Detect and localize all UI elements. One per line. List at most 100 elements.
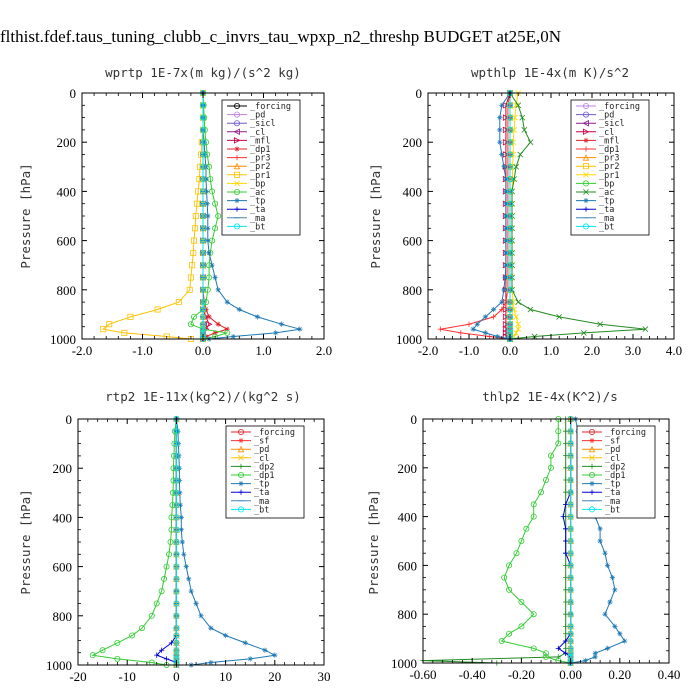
- data-point: [530, 501, 537, 508]
- data-point: [89, 652, 96, 659]
- legend-swatch-marker: [233, 171, 240, 178]
- data-point: [106, 321, 113, 328]
- data-point: [515, 102, 522, 109]
- data-point: [518, 538, 525, 545]
- data-point: [212, 330, 218, 336]
- data-point: [209, 262, 215, 268]
- legend-label: _pr2: [599, 162, 619, 172]
- data-point: [567, 452, 574, 459]
- data-point: [212, 200, 219, 207]
- data-point: [510, 299, 517, 305]
- legend-swatch-marker: [583, 180, 590, 187]
- data-point: [567, 464, 574, 471]
- data-point: [206, 314, 212, 320]
- data-point: [173, 652, 180, 659]
- data-point: [517, 151, 524, 158]
- data-point: [555, 645, 561, 651]
- data-point: [205, 225, 211, 231]
- data-point: [148, 612, 155, 619]
- data-point: [563, 599, 569, 605]
- legend-label: _ma: [599, 214, 614, 224]
- data-point: [543, 653, 550, 660]
- data-point: [199, 212, 206, 219]
- y-tick-label: 400: [57, 184, 77, 199]
- legend-label: _tp: [605, 480, 620, 490]
- data-point: [190, 249, 197, 256]
- x-tick-label: 1.0: [543, 343, 559, 358]
- data-point: [173, 440, 180, 447]
- data-point: [247, 656, 253, 662]
- data-point: [547, 452, 554, 459]
- data-point: [510, 139, 517, 146]
- data-point: [497, 115, 503, 121]
- data-point: [198, 613, 204, 619]
- legend-swatch-marker: [583, 189, 589, 195]
- series-line: [422, 419, 567, 664]
- data-point: [543, 476, 550, 483]
- data-point: [209, 188, 216, 195]
- panel-wprtp: wprtp 1E-7x(m kg)/(s^2 kg) Pressure [hPa…: [18, 65, 332, 358]
- data-point: [199, 188, 206, 195]
- data-point: [502, 325, 510, 333]
- plot-area: -2.0 -1.0 0.0 1.0 2.0 0 200 400 600 800 1000: [50, 86, 332, 358]
- legend-label: _pr2: [250, 162, 270, 172]
- data-point: [506, 126, 513, 133]
- legend-label: _dp1: [254, 471, 274, 481]
- data-point: [138, 625, 145, 632]
- data-point: [506, 630, 513, 637]
- data-point: [563, 477, 569, 483]
- x-tick-label: -20: [69, 669, 86, 684]
- data-point: [563, 631, 569, 637]
- y-tick-label: 800: [403, 283, 423, 298]
- series-line: [102, 93, 204, 340]
- legend-swatch-marker: [589, 428, 596, 435]
- legend-swatch-marker: [583, 206, 589, 212]
- data-point: [189, 262, 196, 269]
- data-point: [173, 428, 180, 435]
- data-point: [178, 514, 184, 520]
- data-point: [199, 200, 206, 207]
- data-point: [199, 286, 206, 293]
- data-point: [486, 333, 493, 340]
- data-point: [154, 652, 160, 658]
- legend-swatch-marker: [233, 162, 241, 170]
- legend-label: _pd: [250, 111, 265, 121]
- legend-box: [576, 425, 656, 519]
- data-point: [612, 623, 618, 629]
- data-point: [199, 262, 206, 269]
- data-point: [506, 212, 513, 219]
- data-point: [173, 539, 180, 546]
- legend-swatch-marker: [583, 198, 589, 204]
- figure-title: flthist.fdef.taus_tuning_clubb_c_invrs_t…: [0, 27, 561, 46]
- data-point: [567, 501, 574, 508]
- legend-swatch-marker: [589, 506, 596, 513]
- data-point: [236, 306, 242, 313]
- data-point: [203, 333, 209, 340]
- data-point: [567, 428, 574, 435]
- data-point: [192, 225, 199, 232]
- legend-label: _ma: [605, 497, 620, 507]
- data-point: [208, 659, 214, 666]
- panel-title: rtp2 1E-11x(kg^2)/(kg^2 s): [105, 389, 301, 404]
- data-point: [547, 464, 554, 471]
- data-point: [506, 313, 513, 320]
- data-point: [513, 102, 520, 109]
- legend-label: _ac: [599, 188, 614, 198]
- data-point: [203, 164, 209, 170]
- legend-swatch-marker: [233, 188, 240, 195]
- data-point: [527, 306, 534, 313]
- data-point: [567, 550, 574, 557]
- data-point: [114, 655, 121, 662]
- data-point: [188, 588, 194, 594]
- data-point: [114, 639, 121, 646]
- x-tick-label: -0.20: [508, 667, 535, 682]
- legend-swatch-marker: [583, 171, 589, 178]
- legend-label: _forcing: [599, 102, 640, 112]
- data-point: [206, 320, 213, 328]
- data-point: [482, 330, 488, 336]
- data-point: [470, 326, 476, 332]
- legend-label: _mfl: [599, 136, 619, 146]
- y-tick-label: 800: [57, 283, 77, 298]
- legend-swatch-marker: [234, 155, 240, 161]
